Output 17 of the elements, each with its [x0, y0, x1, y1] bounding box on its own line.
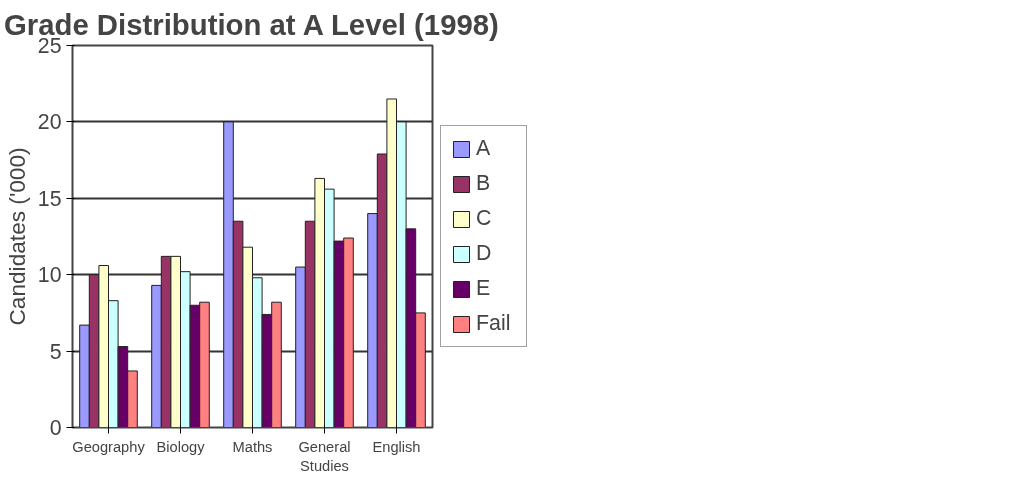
legend-label: Fail [476, 311, 512, 336]
y-tick-label: 15 [37, 186, 62, 211]
legend-label: E [476, 276, 492, 301]
x-tick-label: Maths [232, 438, 273, 455]
y-tick-label: 5 [49, 339, 62, 364]
y-axis-title: Candidates ('000) [3, 147, 30, 326]
y-tick-label: 10 [37, 263, 62, 288]
x-tick-label: Geography [72, 438, 146, 455]
x-tick-label: English [372, 438, 421, 455]
x-tick-label: Biology [156, 438, 206, 455]
x-tick-label: General Studies [298, 438, 351, 474]
legend-label: C [476, 206, 493, 231]
legend-label: D [476, 241, 493, 266]
legend-label: A [476, 136, 492, 161]
legend-label: B [476, 171, 492, 196]
y-tick-label: 0 [49, 416, 62, 440]
y-tick-label: 20 [37, 110, 62, 135]
